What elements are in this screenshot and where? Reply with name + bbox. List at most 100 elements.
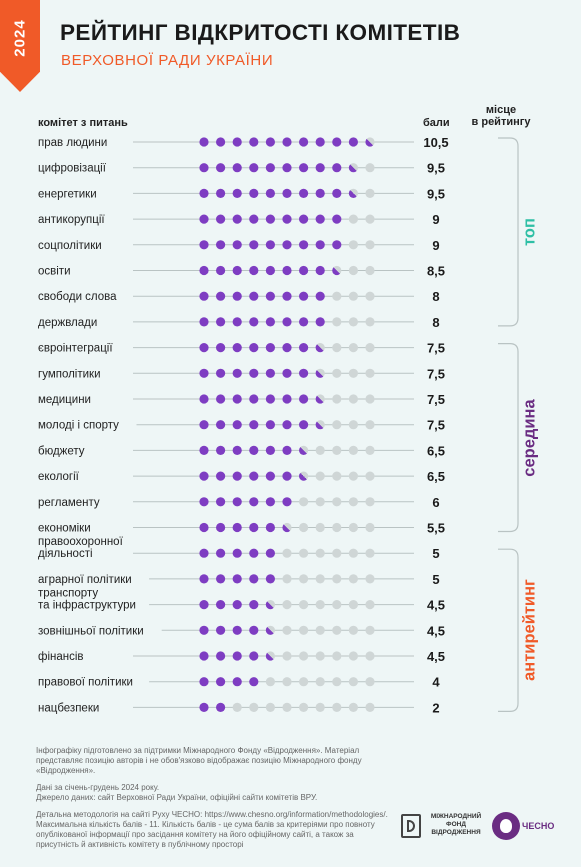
- score-dot: [216, 651, 226, 661]
- score-dot: [365, 677, 375, 687]
- score-dot: [332, 420, 342, 430]
- committee-name-line: медицини: [38, 394, 91, 406]
- score-dot: [282, 497, 292, 507]
- score-dot: [265, 497, 275, 507]
- column-header-place: місце в рейтингу: [470, 104, 532, 128]
- score-label: 9: [432, 212, 439, 227]
- score-dot: [199, 702, 209, 713]
- score-dot: [348, 471, 358, 481]
- score-dot: [332, 291, 342, 301]
- score-label: 4,5: [427, 598, 445, 613]
- score-label-backing: [420, 647, 452, 665]
- score-label-backing: [420, 492, 452, 511]
- score-dot: [216, 291, 226, 301]
- score-dot: [199, 214, 209, 224]
- committee-name: євроінтеграції: [38, 343, 113, 355]
- score-dot: [365, 343, 375, 353]
- score-dot: [199, 548, 209, 558]
- score-dot: [249, 368, 259, 378]
- score-dot: [348, 600, 358, 610]
- row-17: правоохоронної діяльності 5: [36, 534, 452, 563]
- score-dot: [199, 188, 209, 198]
- score-label-backing: [420, 621, 452, 640]
- score-dot: [216, 137, 226, 147]
- committee-name-backing: [36, 674, 150, 689]
- score-label-backing: [420, 698, 452, 717]
- score-dot: [216, 188, 226, 198]
- committee-name-backing: [36, 469, 93, 484]
- score-label: 9,5: [427, 161, 445, 176]
- row-3: енергетики 9,5: [36, 184, 452, 203]
- group-bracket-топ: [498, 137, 519, 327]
- score-dot: [216, 702, 226, 713]
- committee-name: антикорупції: [38, 214, 105, 226]
- committee-name: гумполітики: [38, 368, 101, 380]
- score-dot: [216, 420, 226, 430]
- irf-logo-icon: [401, 814, 421, 838]
- score-dot: [232, 343, 242, 353]
- score-label: 8: [432, 289, 439, 304]
- score-dot: [249, 548, 259, 558]
- score-dot: [199, 574, 209, 584]
- score-dot: [216, 394, 226, 404]
- score-label-backing: [420, 544, 452, 563]
- score-dot: [348, 317, 358, 327]
- score-dot: [249, 600, 259, 610]
- score-dot: [216, 522, 226, 533]
- footer-methodology-note: Детальна методологія на сайті Руху ЧЕСНО…: [36, 810, 396, 850]
- score-label: 8,5: [427, 264, 445, 279]
- score-dot: [332, 625, 342, 635]
- score-dot: [315, 471, 325, 481]
- score-dot: [365, 291, 375, 301]
- score-label-backing: [420, 364, 452, 383]
- score-dot: [365, 240, 375, 250]
- footer-methodology-link: Детальна методологія на сайті Руху ЧЕСНО…: [36, 810, 388, 819]
- row-4: антикорупції 9: [36, 210, 452, 229]
- score-dot: [332, 651, 342, 661]
- score-dot: [232, 420, 242, 430]
- score-dot: [216, 600, 226, 610]
- score-dot: [365, 394, 375, 404]
- score-dot: [365, 497, 375, 507]
- score-dot: [265, 702, 275, 713]
- score-dot: [265, 548, 275, 558]
- score-dot: [348, 343, 358, 353]
- score-label: 4,5: [427, 623, 445, 638]
- irf-logo-line3: ВІДРОДЖЕННЯ: [431, 829, 481, 836]
- footer-support-note: Інфографіку підготовлено за підтримки Мі…: [36, 746, 362, 775]
- committee-name: прав людини: [38, 137, 107, 149]
- score-dot: [365, 574, 375, 584]
- committee-name-line: діяльності: [38, 548, 93, 560]
- column-header-score: бали: [423, 117, 450, 129]
- score-dot: [299, 368, 309, 378]
- score-dot: [332, 702, 342, 713]
- committee-name-line: держвлади: [38, 317, 97, 329]
- score-dot: [216, 317, 226, 327]
- score-dot: [249, 291, 259, 301]
- score-dot: [265, 420, 275, 430]
- committee-name: соцполітики: [38, 240, 102, 252]
- score-label: 9: [432, 238, 439, 253]
- column-header-place-line2: в рейтингу: [471, 116, 531, 128]
- row-8: держвлади 8: [36, 312, 452, 331]
- score-label: 4: [432, 675, 440, 690]
- committee-name: держвлади: [38, 317, 97, 329]
- score-dot: [199, 291, 209, 301]
- row-18: аграрної політики 5: [36, 569, 452, 588]
- score-dot: [265, 214, 275, 224]
- row-13: бюджету 6,5: [36, 441, 452, 460]
- committee-name-backing: [36, 649, 93, 663]
- score-dot: [265, 188, 275, 198]
- committee-name-backing: [36, 314, 99, 329]
- score-dot: [282, 445, 292, 455]
- score-dot: [315, 394, 325, 404]
- score-dot: [282, 548, 292, 558]
- score-dot: [232, 702, 242, 713]
- score-dot: [315, 265, 325, 276]
- score-dot: [299, 702, 309, 713]
- committee-name-line: правоохоронної: [38, 536, 124, 548]
- score-dot: [348, 548, 358, 558]
- row-12: молоді і спорту 7,5: [36, 415, 452, 434]
- score-dot: [199, 368, 209, 378]
- score-label-backing: [420, 210, 452, 229]
